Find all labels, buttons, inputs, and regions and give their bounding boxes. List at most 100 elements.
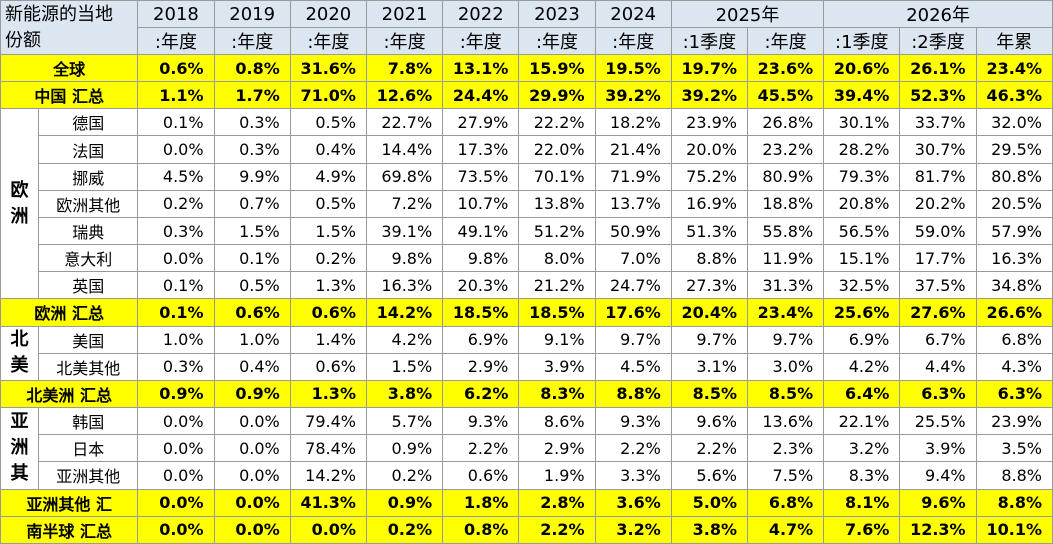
value-cell: 22.2% bbox=[518, 108, 596, 137]
value-cell: 45.5% bbox=[746, 81, 825, 110]
value-cell: 0.0% bbox=[137, 515, 215, 544]
value-cell: 18.5% bbox=[442, 298, 520, 327]
value-cell: 79.3% bbox=[823, 162, 901, 191]
value-cell: 4.2% bbox=[365, 325, 444, 354]
header-row: :年度:年度:年度:年度:年度:年度:年度:1季度:年度:1季度:2季度 年累 bbox=[1, 27, 1053, 55]
value-cell: 4.3% bbox=[975, 352, 1053, 381]
value-cell: 8.3% bbox=[518, 379, 596, 409]
value-cell: 15.9% bbox=[518, 53, 596, 83]
year-header: 2019 bbox=[213, 0, 291, 28]
value-cell: 0.9% bbox=[213, 379, 291, 409]
period-header: :年度 bbox=[442, 27, 520, 55]
value-cell: 18.8% bbox=[746, 189, 825, 218]
value-cell: 14.4% bbox=[365, 135, 444, 164]
value-cell: 39.2% bbox=[670, 81, 748, 110]
data-row: 欧洲其他 0.2% 0.7% 0.5% 7.2% 10.7% 13.8% 13.7% 16.9%… bbox=[1, 189, 1053, 218]
value-cell: 0.2% bbox=[289, 244, 367, 273]
value-cell: 31.6% bbox=[289, 53, 367, 83]
value-cell: 9.7% bbox=[746, 325, 825, 354]
value-cell: 81.7% bbox=[899, 162, 977, 191]
value-cell: 30.7% bbox=[899, 135, 977, 164]
value-cell: 51.3% bbox=[670, 216, 748, 246]
value-cell: 14.2% bbox=[365, 298, 444, 327]
period-header: :年度 bbox=[213, 27, 291, 55]
value-cell: 23.9% bbox=[670, 108, 748, 137]
value-cell: 7.2% bbox=[365, 189, 444, 218]
value-cell: 17.7% bbox=[899, 244, 977, 273]
value-cell: 46.3% bbox=[975, 81, 1053, 110]
value-cell: 0.7% bbox=[213, 189, 291, 218]
period-header: :1季度 bbox=[823, 27, 901, 55]
value-cell: 21.4% bbox=[594, 135, 672, 164]
value-cell: 22.7% bbox=[365, 108, 444, 137]
value-cell: 9.1% bbox=[518, 325, 596, 354]
value-cell: 0.2% bbox=[137, 189, 215, 218]
value-cell: 4.4% bbox=[899, 352, 977, 381]
value-cell: 18.2% bbox=[594, 108, 672, 137]
row-label: 欧洲其他 bbox=[38, 189, 139, 218]
value-cell: 4.9% bbox=[289, 162, 367, 191]
value-cell: 39.4% bbox=[823, 81, 901, 110]
value-cell: 0.0% bbox=[137, 434, 215, 463]
value-cell: 15.1% bbox=[823, 244, 901, 273]
value-cell: 1.9% bbox=[518, 461, 596, 490]
value-cell: 29.5% bbox=[975, 135, 1053, 164]
value-cell: 0.0% bbox=[213, 488, 291, 517]
value-cell: 8.8% bbox=[594, 379, 672, 409]
value-cell: 0.0% bbox=[137, 488, 215, 517]
value-cell: 28.2% bbox=[823, 135, 901, 164]
value-cell: 0.3% bbox=[213, 135, 291, 164]
value-cell: 27.9% bbox=[442, 108, 520, 137]
value-cell: 9.9% bbox=[213, 162, 291, 191]
value-cell: 3.8% bbox=[670, 515, 748, 544]
value-cell: 26.6% bbox=[975, 298, 1053, 327]
value-cell: 3.3% bbox=[594, 461, 672, 490]
row-label: 英国 bbox=[38, 271, 139, 300]
summary-row: 全球 0.6% 0.8% 31.6% 7.8% 13.1% 15.9% 19.5% 19.7% 2… bbox=[0, 53, 1053, 83]
value-cell: 0.2% bbox=[365, 461, 444, 490]
value-cell: 0.0% bbox=[137, 135, 215, 164]
value-cell: 50.9% bbox=[594, 216, 672, 246]
row-label: 亚洲其他 bbox=[38, 461, 139, 490]
value-cell: 25.6% bbox=[823, 298, 901, 327]
period-header: :1季度 bbox=[670, 27, 748, 55]
value-cell: 0.6% bbox=[213, 298, 291, 327]
summary-row: 南半球 汇总 0.0% 0.0% 0.0% 0.2% 0.8% 2.2% 3.2% 3.8% 4.… bbox=[0, 515, 1053, 544]
value-cell: 34.8% bbox=[975, 271, 1053, 300]
value-cell: 8.8% bbox=[975, 488, 1053, 517]
value-cell: 9.8% bbox=[442, 244, 520, 273]
corner-line: 份额 bbox=[5, 29, 41, 51]
value-cell: 16.3% bbox=[975, 244, 1053, 273]
row-label: 北美洲 汇总 bbox=[0, 379, 139, 409]
value-cell: 3.9% bbox=[518, 352, 596, 381]
value-cell: 0.0% bbox=[213, 407, 291, 436]
value-cell: 52.3% bbox=[899, 81, 977, 110]
value-cell: 8.0% bbox=[518, 244, 596, 273]
value-cell: 0.3% bbox=[137, 216, 215, 246]
table-header: 新能源的当地 份额 2018 2019 2020 2021 2022 2023 2024 2025… bbox=[0, 0, 1053, 55]
value-cell: 13.8% bbox=[518, 189, 596, 218]
value-cell: 80.9% bbox=[746, 162, 825, 191]
period-header: :年度 bbox=[137, 27, 215, 55]
group-label: 亚洲其 bbox=[0, 407, 40, 490]
value-cell: 3.1% bbox=[670, 352, 748, 381]
value-cell: 4.5% bbox=[137, 162, 215, 191]
data-row: 法国 0.0% 0.3% 0.4% 14.4% 17.3% 22.0% 21.4% 20.0% 2… bbox=[1, 135, 1053, 164]
value-cell: 23.4% bbox=[746, 298, 825, 327]
value-cell: 20.0% bbox=[670, 135, 748, 164]
value-cell: 0.0% bbox=[213, 515, 291, 544]
value-cell: 8.3% bbox=[823, 461, 901, 490]
period-header: :年度 bbox=[594, 27, 672, 55]
value-cell: 19.7% bbox=[670, 53, 748, 83]
value-cell: 20.4% bbox=[670, 298, 748, 327]
data-row: 瑞典 0.3% 1.5% 1.5% 39.1% 49.1% 51.2% 50.9% 51.3% 5… bbox=[1, 216, 1053, 246]
value-cell: 20.3% bbox=[442, 271, 520, 300]
value-cell: 12.6% bbox=[365, 81, 444, 110]
row-label: 日本 bbox=[38, 434, 139, 463]
value-cell: 23.9% bbox=[975, 407, 1053, 436]
value-cell: 73.5% bbox=[442, 162, 520, 191]
value-cell: 3.8% bbox=[365, 379, 444, 409]
row-label: 中国 汇总 bbox=[0, 81, 139, 110]
